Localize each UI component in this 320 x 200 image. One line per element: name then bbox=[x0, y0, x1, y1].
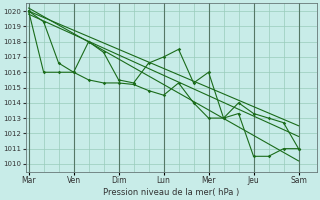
X-axis label: Pression niveau de la mer( hPa ): Pression niveau de la mer( hPa ) bbox=[103, 188, 239, 197]
